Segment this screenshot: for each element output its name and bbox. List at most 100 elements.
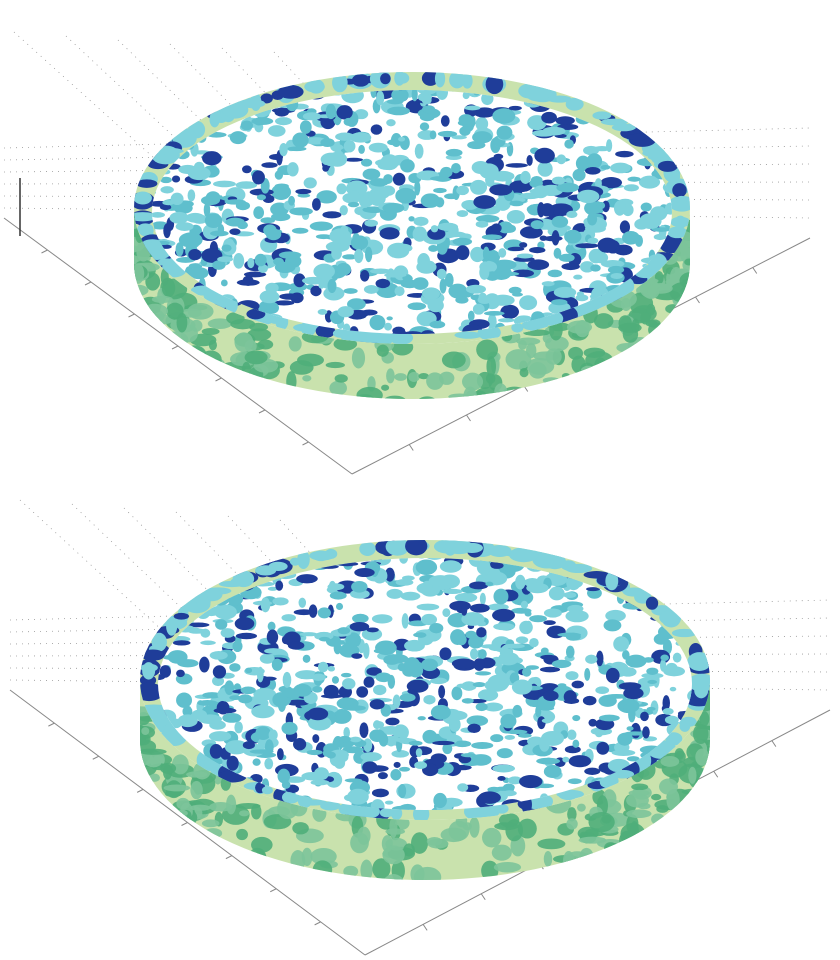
pore <box>521 601 528 609</box>
pore <box>562 373 570 379</box>
pore <box>492 765 515 773</box>
pore <box>543 377 560 384</box>
pore <box>629 790 650 796</box>
pore <box>139 749 166 755</box>
pore <box>590 264 601 271</box>
pore <box>604 619 622 631</box>
pore <box>269 729 278 740</box>
pore <box>301 772 324 780</box>
pore <box>340 226 348 234</box>
pore <box>610 163 631 174</box>
pore <box>562 757 569 763</box>
pore <box>631 784 648 791</box>
pore <box>173 640 191 645</box>
pore <box>371 124 383 134</box>
pore <box>642 149 671 158</box>
pore <box>311 780 330 786</box>
pore <box>579 837 607 844</box>
pore <box>321 694 343 698</box>
pore <box>519 775 542 788</box>
pore <box>468 724 481 733</box>
pore <box>596 742 609 755</box>
pore <box>510 201 524 207</box>
pore <box>342 193 361 204</box>
pore <box>498 318 515 322</box>
pore <box>564 139 574 148</box>
pore <box>209 358 225 369</box>
pore <box>386 316 392 320</box>
pore <box>201 196 220 205</box>
pore <box>456 245 470 260</box>
pore <box>270 316 280 324</box>
pore <box>261 597 271 612</box>
pore <box>376 672 392 682</box>
pore <box>519 295 537 310</box>
pore <box>370 269 391 274</box>
tick-mark <box>42 250 48 253</box>
pore <box>160 186 173 193</box>
pore <box>383 396 407 409</box>
pore <box>558 683 567 687</box>
pore <box>209 111 219 127</box>
pore <box>620 831 634 843</box>
pore <box>196 592 208 609</box>
pore <box>542 718 552 723</box>
pore <box>486 74 504 94</box>
pore <box>386 119 396 126</box>
tick-mark <box>772 741 776 747</box>
pore <box>414 761 427 769</box>
pore <box>493 623 515 630</box>
pore <box>564 851 591 869</box>
pore <box>266 302 279 314</box>
pore <box>433 793 447 808</box>
pore <box>457 210 468 217</box>
pore <box>398 137 405 142</box>
pore <box>549 587 565 601</box>
pore <box>382 203 404 213</box>
pore <box>433 188 447 193</box>
tick-mark <box>93 756 99 759</box>
pore <box>388 741 395 746</box>
pore <box>178 165 197 174</box>
pore <box>350 737 362 743</box>
pore <box>152 296 173 303</box>
pore <box>395 72 409 83</box>
pore <box>352 614 369 623</box>
pore <box>136 179 157 187</box>
pore <box>198 714 222 724</box>
pore <box>221 628 235 638</box>
pore <box>375 640 397 655</box>
pore <box>360 860 372 881</box>
pore <box>186 771 207 777</box>
pore <box>567 730 576 740</box>
pore <box>544 765 562 778</box>
pore <box>420 113 435 121</box>
pore <box>646 597 658 610</box>
pore <box>234 332 253 352</box>
pore <box>357 827 370 845</box>
pore <box>364 676 375 687</box>
pore <box>488 545 512 557</box>
pore <box>292 228 308 234</box>
pore <box>529 638 539 647</box>
pore <box>277 748 284 760</box>
pore <box>255 254 267 267</box>
pore <box>688 767 696 784</box>
pore <box>370 178 389 187</box>
pore <box>543 691 559 701</box>
panel <box>10 500 830 955</box>
pore <box>612 750 636 756</box>
pore <box>222 244 232 251</box>
pore <box>202 151 221 165</box>
pore <box>281 688 303 697</box>
pore <box>312 198 321 211</box>
pore <box>222 713 241 723</box>
pore <box>387 107 410 116</box>
pore <box>639 213 661 229</box>
pore <box>672 629 697 637</box>
pore <box>624 184 639 191</box>
pore <box>250 749 274 753</box>
pore <box>302 848 313 866</box>
pore <box>369 729 385 742</box>
pore <box>243 276 254 286</box>
